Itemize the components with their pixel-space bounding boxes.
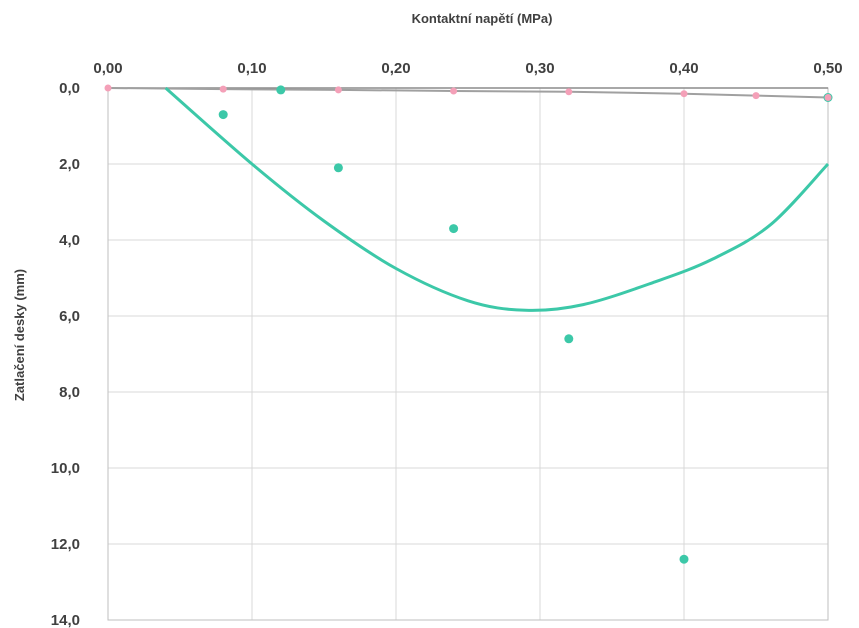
x-tick-label: 0,10 bbox=[237, 60, 266, 77]
plot-frame bbox=[107, 87, 829, 621]
y-tick-label: 10,0 bbox=[51, 460, 80, 477]
data-point-s1-6 bbox=[752, 92, 760, 100]
x-tick-label: 0,00 bbox=[93, 60, 122, 77]
trendline bbox=[164, 86, 830, 312]
series-lines bbox=[107, 87, 829, 99]
x-tick-label: 0,20 bbox=[381, 60, 410, 77]
data-point-s1-7 bbox=[824, 94, 832, 101]
data-point-s0-1 bbox=[276, 85, 286, 95]
y-tick-label: 6,0 bbox=[59, 308, 80, 325]
x-tick-label: 0,30 bbox=[525, 60, 554, 77]
x-axis-title: Kontaktní napětí (MPa) bbox=[412, 11, 553, 26]
data-point-s1-2 bbox=[334, 86, 342, 94]
data-point-s0-5 bbox=[679, 554, 689, 564]
y-tick-label: 2,0 bbox=[59, 156, 80, 173]
data-point-s1-3 bbox=[450, 87, 458, 95]
y-tick-label: 12,0 bbox=[51, 536, 80, 553]
y-tick-labels: 0,0 2,0 4,0 6,0 8,0 10,0 12,0 14,0 bbox=[51, 80, 80, 628]
data-point-s0-3 bbox=[449, 224, 459, 234]
y-tick-label: 8,0 bbox=[59, 384, 80, 401]
data-point-s1-0 bbox=[104, 84, 112, 92]
data-point-s1-1 bbox=[219, 85, 227, 93]
y-tick-label: 14,0 bbox=[51, 612, 80, 628]
y-tick-label: 0,0 bbox=[59, 80, 80, 97]
data-point-s1-5 bbox=[680, 90, 688, 98]
series-line-1 bbox=[107, 87, 829, 99]
x-tick-labels: 0,00 0,10 0,20 0,30 0,40 0,50 bbox=[93, 60, 842, 77]
y-tick-label: 4,0 bbox=[59, 232, 80, 249]
data-point-s0-0 bbox=[218, 110, 228, 120]
data-points bbox=[104, 84, 833, 564]
x-tick-label: 0,50 bbox=[813, 60, 842, 77]
data-point-s1-4 bbox=[565, 88, 573, 96]
data-point-s0-2 bbox=[333, 163, 343, 173]
data-point-s0-4 bbox=[564, 334, 574, 344]
x-tick-label: 0,40 bbox=[669, 60, 698, 77]
y-axis-title: Zatlačení desky (mm) bbox=[12, 269, 27, 401]
polynomial-trendline bbox=[164, 86, 830, 312]
